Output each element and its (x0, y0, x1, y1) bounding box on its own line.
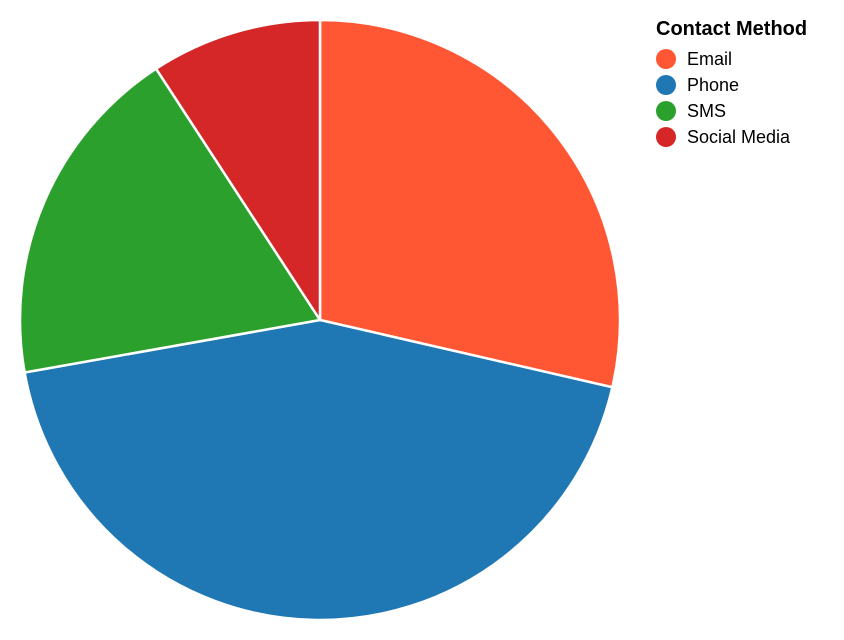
legend-swatch-sms (656, 101, 676, 121)
pie-slices (18, 18, 622, 622)
legend-label-social-media: Social Media (687, 126, 791, 147)
pie-slice-phone (23, 318, 614, 622)
legend-swatch-phone (656, 75, 676, 95)
legend-title: Contact Method (656, 18, 808, 40)
legend-item-social-media: Social Media (656, 124, 807, 150)
legend: Contact Method Email Phone SMS Social Me… (656, 18, 807, 150)
legend-item-phone: Phone (656, 72, 807, 98)
legend-label-sms: SMS (687, 100, 727, 121)
legend-item-email: Email (656, 46, 807, 72)
legend-item-sms: SMS (656, 98, 807, 124)
legend-swatch-social-media (656, 127, 676, 147)
legend-label-email: Email (687, 48, 733, 69)
pie-slice-social-media (154, 18, 322, 322)
legend-swatch-email (656, 49, 676, 69)
pie-slice-sms (18, 67, 322, 374)
pie-slice-email (318, 18, 622, 389)
legend-label-phone: Phone (687, 74, 740, 95)
